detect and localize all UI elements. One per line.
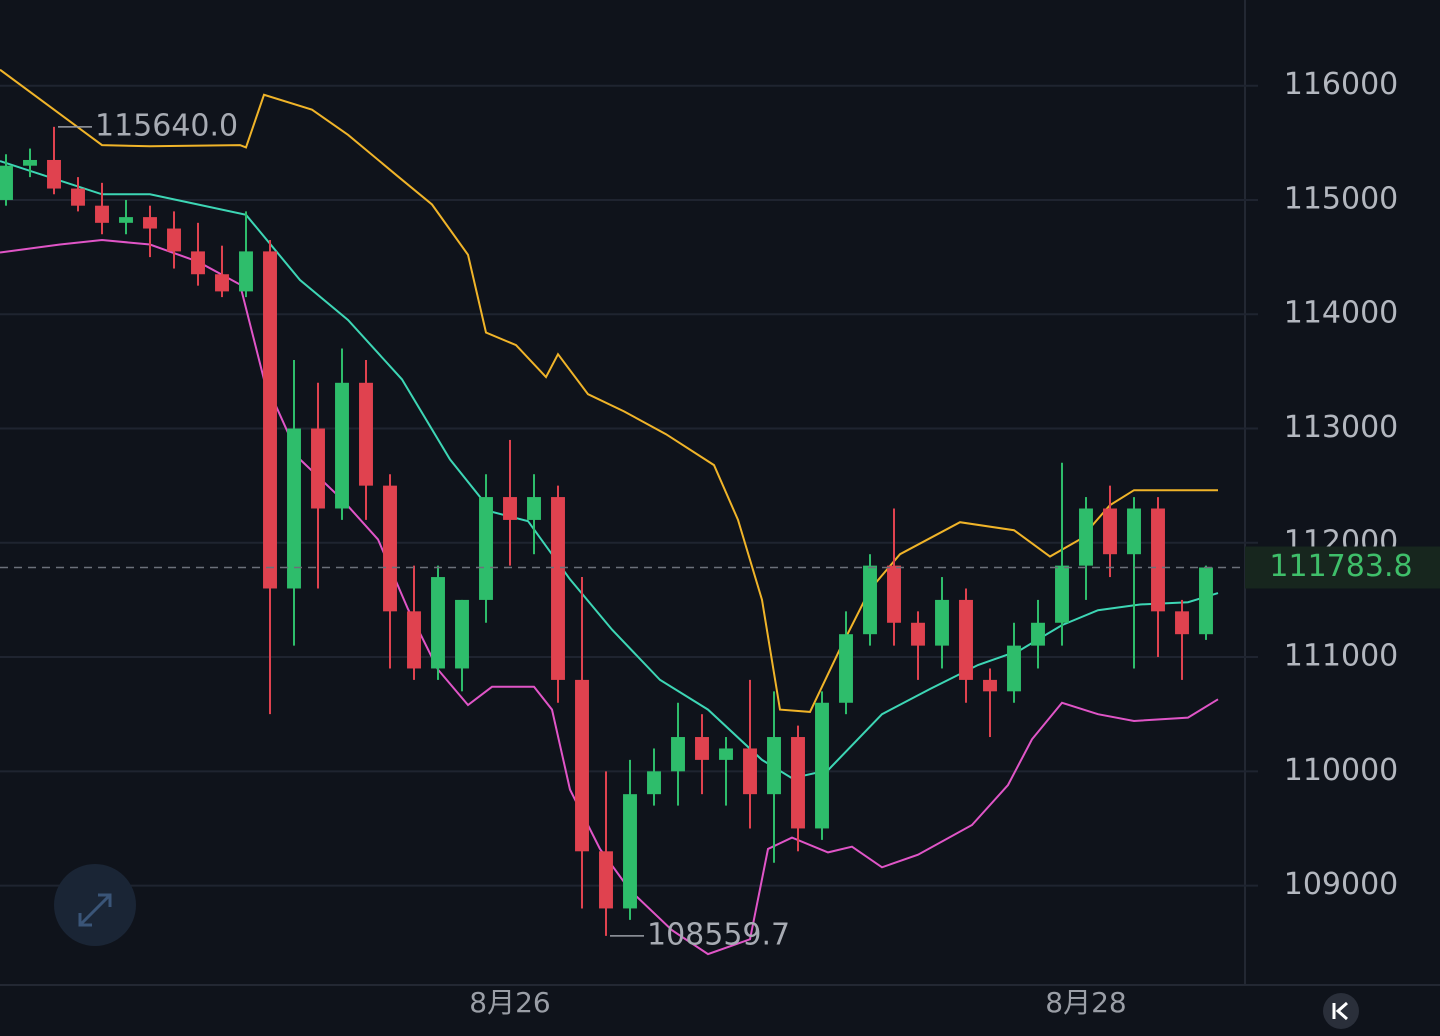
candle-body [743,748,757,795]
y-tick-label: 113000 [1284,410,1399,445]
last-price-tag [1245,546,1440,589]
candle-body [647,771,661,795]
candle-body [791,737,805,829]
candle-body [287,428,301,589]
y-tick-label: 110000 [1284,753,1399,788]
candle-body [1007,645,1021,692]
candle-body [143,217,157,229]
candle-body [431,577,445,669]
candle-body [839,634,853,703]
candle-body [695,737,709,760]
band-line [0,160,1219,780]
candle-body [1199,567,1213,635]
candle-body [1127,508,1141,555]
candle-body [959,599,973,680]
expand-button[interactable] [54,864,136,946]
candle-body [815,702,829,829]
candle-body [671,737,685,772]
y-tick-label: 114000 [1284,296,1399,331]
candle-body [47,159,61,189]
candle-body [455,599,469,669]
candle-body [23,159,37,166]
candle-body [767,737,781,795]
scroll-latest-circle[interactable] [1323,993,1359,1029]
y-tick-label: 116000 [1284,67,1399,102]
candle-body [551,497,565,680]
candle-body [191,251,205,275]
grid [0,84,1258,887]
candle-body [0,165,13,200]
x-tick-label: 8月26 [469,986,550,1019]
candle-body [983,679,997,692]
bands [0,68,1219,956]
candle-body [1103,508,1117,555]
candle-body [311,428,325,509]
candle-body [167,228,181,252]
candle-body [1151,508,1165,612]
candle-body [503,497,517,520]
candle-body [71,188,85,206]
x-tick-label: 8月28 [1045,986,1126,1019]
candle-body [1031,622,1045,646]
scroll-latest-icon [1332,1001,1348,1021]
expand-circle[interactable] [54,864,136,946]
scroll-latest-button[interactable] [1323,993,1359,1029]
band-line [0,238,1219,956]
candle-body [263,251,277,589]
candle-body [479,497,493,600]
candle-body [599,851,613,909]
candle-body [1055,565,1069,623]
extreme-label: 115640.0 [95,108,238,143]
candle-body [911,622,925,646]
extreme-label: 108559.7 [647,917,790,952]
candle-body [239,251,253,292]
candles [0,126,1213,936]
candle-body [623,794,637,909]
candle-body [1175,611,1189,635]
y-tick-label: 115000 [1284,181,1399,216]
candle-body [575,679,589,852]
candle-body [383,485,397,612]
candle-body [335,382,349,509]
candle-body [95,205,109,223]
candle-body [1079,508,1093,566]
candle-body [215,274,229,292]
candle-body [359,382,373,486]
labels: 1090001100001110001120001130001140001150… [0,67,1440,1019]
band-line [0,68,1218,713]
last-price-label: 111783.8 [1269,549,1412,584]
candle-body [887,565,901,623]
candle-body [119,217,133,223]
candle-body [863,565,877,635]
y-tick-label: 111000 [1284,639,1399,674]
expand-icon [78,893,112,927]
y-tick-label: 109000 [1284,867,1399,902]
candle-body [407,611,421,669]
candle-body [527,497,541,520]
candle-body [935,599,949,646]
candle-body [719,748,733,760]
